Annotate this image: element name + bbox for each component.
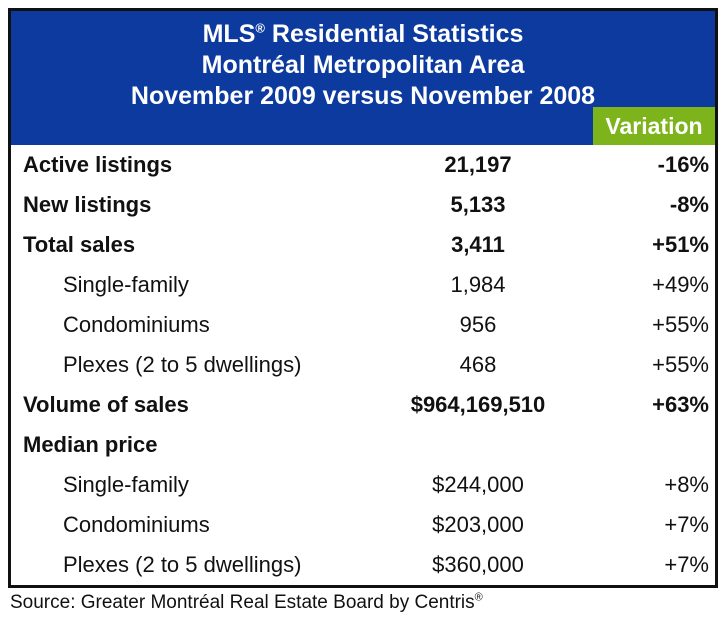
row-value: 468	[459, 352, 497, 377]
title-line-1: MLS® Residential Statistics	[11, 19, 715, 50]
title-line-3: November 2009 versus November 2008	[130, 82, 596, 110]
row-variation: -8%	[669, 192, 709, 217]
row-variation: +7%	[664, 552, 709, 577]
source-text: Source: Greater Montréal Real Estate Boa…	[10, 592, 475, 613]
source-registered-trademark-sup: ®	[474, 591, 483, 604]
row-value: 21,197	[444, 152, 512, 177]
variation-column-header: Variation	[593, 107, 715, 145]
row-variation: +55%	[652, 352, 709, 377]
row-variation: +49%	[652, 272, 709, 297]
row-variation: -16%	[657, 152, 709, 177]
table-row: Condominiums $203,000 +7%	[11, 505, 715, 545]
table-row: Median price	[11, 425, 715, 465]
table-row: Plexes (2 to 5 dwellings) 468 +55%	[11, 345, 715, 385]
title-line-1-rest: Residential Statistics	[264, 20, 524, 48]
registered-trademark-sup: ®	[255, 20, 265, 36]
row-value: 5,133	[450, 192, 506, 217]
table-row: Volume of sales $964,169,510 +63%	[11, 385, 715, 425]
table-row: Single-family $244,000 +8%	[11, 465, 715, 505]
row-variation: +51%	[652, 232, 709, 257]
row-value: 3,411	[451, 232, 505, 257]
row-label: Plexes (2 to 5 dwellings)	[63, 552, 302, 577]
table-body: Active listings 21,197 -16% New listings…	[11, 145, 715, 585]
statistics-table: MLS® Residential Statistics Montréal Met…	[8, 8, 718, 588]
row-variation: +55%	[652, 312, 709, 337]
source-attribution: Source: Greater Montréal Real Estate Boa…	[10, 592, 483, 614]
row-label: Total sales	[23, 232, 136, 257]
row-label: Active listings	[23, 152, 173, 177]
row-value: 956	[459, 312, 497, 337]
row-variation: +7%	[664, 512, 709, 537]
table-row: Active listings 21,197 -16%	[11, 145, 715, 185]
row-value: 1,984	[450, 272, 506, 297]
row-value: $360,000	[432, 552, 524, 577]
row-label: Median price	[23, 432, 158, 457]
row-label: Single-family	[63, 272, 189, 297]
table-row: Condominiums 956 +55%	[11, 305, 715, 345]
row-label: Condominiums	[63, 512, 210, 537]
row-value: $203,000	[432, 512, 524, 537]
table-row: Plexes (2 to 5 dwellings) $360,000 +7%	[11, 545, 715, 585]
table-header: MLS® Residential Statistics Montréal Met…	[11, 11, 715, 145]
row-label: Single-family	[63, 472, 189, 497]
title-mls-text: MLS	[202, 20, 256, 48]
row-label: New listings	[23, 192, 152, 217]
row-label: Condominiums	[63, 312, 210, 337]
table-row: Total sales 3,411 +51%	[11, 225, 715, 265]
title-line-2: Montréal Metropolitan Area	[201, 51, 525, 79]
row-value: $244,000	[432, 472, 524, 497]
table-row: New listings 5,133 -8%	[11, 185, 715, 225]
row-label: Volume of sales	[23, 392, 189, 417]
row-variation: +8%	[664, 472, 709, 497]
row-variation: +63%	[652, 392, 709, 417]
row-value: $964,169,510	[410, 392, 546, 417]
table-title: MLS® Residential Statistics Montréal Met…	[11, 11, 715, 112]
table-row: Single-family 1,984 +49%	[11, 265, 715, 305]
row-label: Plexes (2 to 5 dwellings)	[63, 352, 302, 377]
